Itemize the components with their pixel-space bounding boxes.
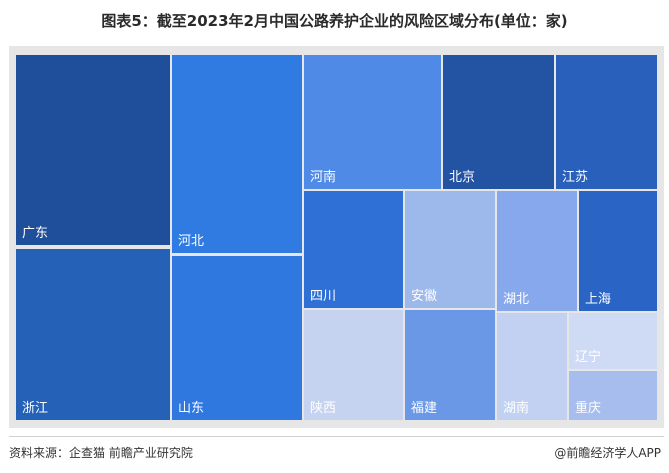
treemap-cell-label: 湖南 — [503, 400, 529, 416]
treemap-cell-label: 浙江 — [22, 401, 48, 416]
treemap-cell — [16, 249, 170, 420]
treemap-cell-label: 陕西 — [310, 401, 336, 416]
treemap-cell — [172, 256, 302, 420]
treemap-cell — [569, 313, 657, 369]
treemap-cell-label: 四川 — [310, 289, 336, 304]
treemap-cell — [405, 310, 495, 420]
treemap-cell — [497, 313, 567, 420]
chart-title: 图表5：截至2023年2月中国公路养护企业的风险区域分布(单位：家) — [101, 12, 568, 30]
treemap-cell-label: 河北 — [178, 234, 204, 249]
treemap-cell — [405, 191, 495, 308]
treemap-cell-label: 广东 — [22, 226, 48, 241]
treemap-cell — [579, 191, 657, 311]
treemap-cell-label: 山东 — [178, 401, 204, 416]
treemap-cell-label: 湖北 — [503, 292, 529, 307]
treemap-cell-label: 北京 — [449, 170, 475, 185]
treemap-cell — [304, 310, 403, 420]
treemap-cell-label: 辽宁 — [575, 349, 601, 365]
treemap-cell-label: 安徽 — [411, 289, 437, 304]
treemap-cell — [443, 55, 554, 189]
brand-credit: @前瞻经济学人APP — [554, 446, 661, 460]
treemap-cell — [497, 191, 577, 311]
treemap-cell — [304, 191, 403, 308]
treemap-cell-label: 江苏 — [562, 169, 588, 185]
footer-divider — [9, 436, 664, 437]
treemap-cell — [556, 55, 657, 189]
source-note: 资料来源：企查猫 前瞻产业研究院 — [9, 446, 193, 460]
treemap-cell-label: 重庆 — [575, 400, 601, 416]
treemap-cell — [304, 55, 441, 189]
treemap-cell — [569, 371, 657, 420]
treemap-cell-label: 河南 — [310, 169, 336, 185]
treemap-cell — [16, 55, 170, 245]
treemap-cell-label: 上海 — [585, 292, 611, 307]
treemap-cell-label: 福建 — [411, 401, 437, 416]
treemap-cell — [172, 55, 302, 253]
